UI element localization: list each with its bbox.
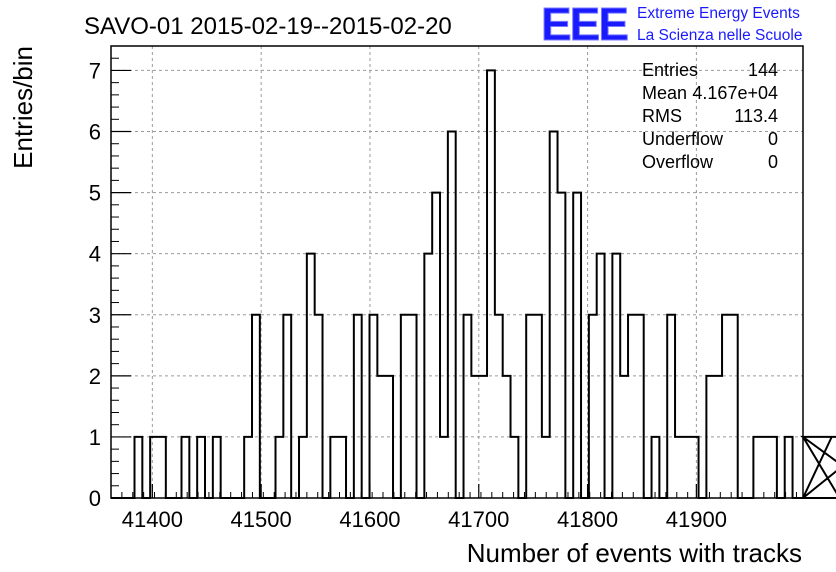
eee-logo-line2: La Scienza nelle Scuole [637,27,802,44]
stats-rms-value: 113.4 [734,106,778,126]
plot-frame [110,45,804,499]
y-tick-label: 6 [89,120,101,145]
y-axis-ticks: 0 1 2 3 4 5 6 7 [89,57,131,511]
y-tick-label: 2 [89,364,101,389]
y-tick-label: 7 [89,58,101,83]
stats-mean-value: 4.167e+04 [692,83,778,103]
chart-title: SAVO-01 2015-02-19--2015-02-20 [84,13,452,40]
x-tick-label: 41900 [666,507,727,532]
x-tick-label: 41500 [231,507,292,532]
x-tick-label: 41700 [448,507,509,532]
stats-underflow-label: Underflow [642,129,724,149]
stats-entries-label: Entries [642,60,698,80]
eee-logo-mark: EEE [541,0,627,50]
eee-logo-line1: Extreme Energy Events [637,5,800,22]
y-tick-label: 1 [89,425,101,450]
stats-entries-value: 144 [748,60,778,80]
stats-underflow-value: 0 [768,129,778,149]
eee-logo: EEE Extreme Energy Events La Scienza nel… [541,0,803,51]
y-tick-label: 4 [89,242,101,267]
x-tick-label: 41600 [339,507,400,532]
stats-rms-label: RMS [642,106,682,126]
y-axis-label: Entries/bin [8,46,38,169]
y-tick-label: 0 [89,486,101,511]
stats-box: Entries 144 Mean 4.167e+04 RMS 113.4 Und… [642,60,778,172]
grid-lines [111,46,803,498]
x-tick-label: 41800 [557,507,618,532]
stats-overflow-value: 0 [768,152,778,172]
y-tick-label: 5 [89,181,101,206]
stats-mean-label: Mean [642,83,687,103]
x-axis-ticks: 41400 41500 41600 41700 41800 41900 [110,484,797,532]
histogram-outline [111,69,836,499]
x-axis-label: Number of events with tracks [467,538,802,568]
y-tick-label: 3 [89,303,101,328]
x-tick-label: 41400 [122,507,183,532]
stats-overflow-label: Overflow [642,152,714,172]
